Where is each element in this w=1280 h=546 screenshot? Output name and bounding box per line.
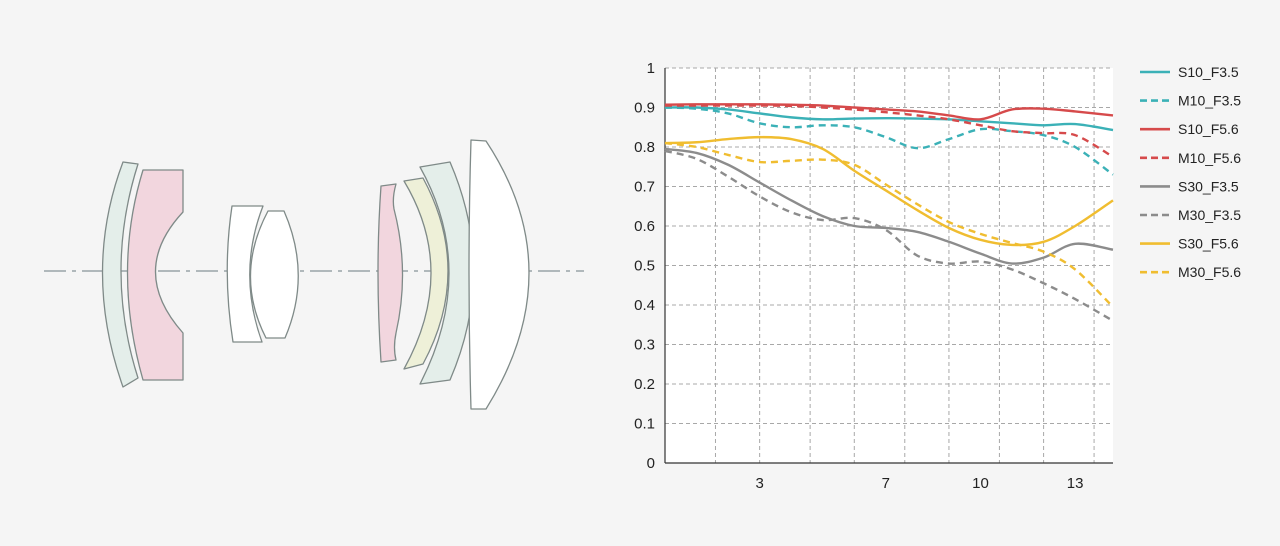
legend-label: S10_F5.6	[1178, 121, 1239, 137]
series-line-s30-f3-5	[664, 147, 1114, 265]
lens-element-2	[126, 169, 184, 381]
lens-element-6	[403, 177, 449, 370]
x-tick-label: 7	[882, 475, 890, 492]
legend-label: S30_F5.6	[1178, 236, 1239, 252]
y-tick-label: 0.3	[634, 337, 655, 354]
series-line-m10-f5-6	[665, 104, 1114, 158]
series-line-s10-f3-5	[664, 106, 1114, 132]
legend-label: S10_F3.5	[1178, 64, 1239, 80]
y-tick-label: 0.4	[634, 297, 655, 314]
mtf-chart: 0 0.1 0.2 0.3 0.4 0.5 0.6 0.7 0.8 0.9 1 3 7 10 13	[634, 60, 1114, 492]
y-tick-label: 0.7	[634, 179, 655, 196]
y-tick-labels: 0 0.1 0.2 0.3 0.4 0.5 0.6 0.7 0.8 0.9 1	[634, 60, 655, 472]
lens-element-4	[249, 210, 299, 339]
x-tick-label: 10	[972, 475, 989, 492]
y-tick-label: 0.6	[634, 218, 655, 235]
series-group	[664, 103, 1114, 322]
lens-element-5	[377, 183, 404, 363]
legend-label: S30_F3.5	[1178, 178, 1239, 194]
x-tick-labels: 3 7 10 13	[755, 475, 1083, 492]
x-tick-label: 13	[1067, 475, 1084, 492]
axes	[664, 68, 1113, 464]
y-tick-label: 0	[647, 455, 655, 472]
lens-element-8	[468, 139, 530, 410]
lens-diagram	[44, 139, 584, 410]
legend-label: M30_F5.6	[1178, 264, 1241, 280]
lens-element-7	[419, 161, 475, 385]
series-line-m10-f3-5	[664, 106, 1114, 176]
lens-element-3	[226, 205, 264, 343]
y-tick-label: 1	[647, 60, 655, 77]
series-line-m30-f3-5	[664, 149, 1114, 322]
legend-label: M10_F3.5	[1178, 93, 1241, 109]
y-tick-label: 0.5	[634, 258, 655, 275]
series-line-m30-f5-6	[664, 141, 1114, 308]
series-line-s30-f5-6	[664, 135, 1114, 247]
y-tick-label: 0.8	[634, 139, 655, 156]
legend: S10_F3.5 M10_F3.5 S10_F5.6 M10_F5.6 S30_F3.5…	[1140, 64, 1241, 280]
x-tick-label: 3	[755, 475, 763, 492]
legend-label: M10_F5.6	[1178, 150, 1241, 166]
y-tick-label: 0.1	[634, 416, 655, 433]
y-tick-label: 0.9	[634, 100, 655, 117]
legend-label: M30_F3.5	[1178, 207, 1241, 223]
lens-element-1	[101, 161, 139, 388]
y-tick-label: 0.2	[634, 376, 655, 393]
